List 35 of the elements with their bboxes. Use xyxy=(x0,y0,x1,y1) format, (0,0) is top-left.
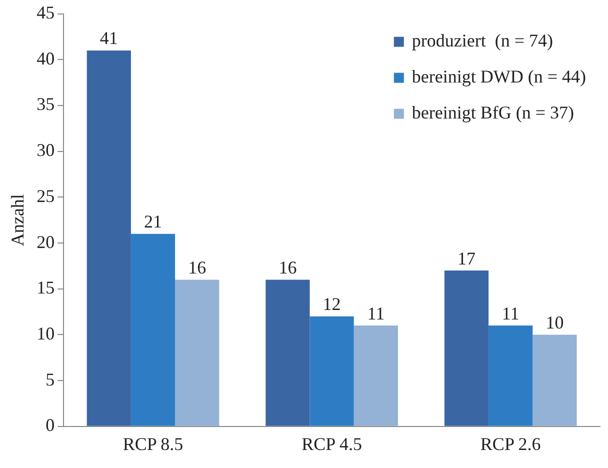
data-label: 16 xyxy=(278,257,297,278)
y-tick-label: 10 xyxy=(36,323,55,344)
y-tick-label: 30 xyxy=(36,140,55,160)
bar xyxy=(310,316,354,426)
bar xyxy=(488,326,533,426)
y-tick-label: 15 xyxy=(36,278,55,298)
y-tick-label: 5 xyxy=(46,369,55,390)
y-tick-label: 20 xyxy=(36,232,55,252)
y-tick-label: 0 xyxy=(46,415,55,436)
bar xyxy=(444,270,489,426)
legend-label: bereinigt DWD (n = 44) xyxy=(412,66,586,87)
x-tick-label: RCP 4.5 xyxy=(302,434,362,454)
data-label: 17 xyxy=(457,248,476,268)
bar xyxy=(354,326,398,426)
bar xyxy=(532,334,577,426)
data-label: 21 xyxy=(144,212,162,232)
data-label: 12 xyxy=(322,294,341,314)
bar xyxy=(130,234,176,426)
legend-label: produziert (n = 74) xyxy=(412,30,554,51)
y-tick-label: 35 xyxy=(36,94,55,114)
x-tick-label: RCP 8.5 xyxy=(122,434,184,454)
y-tick-label: 45 xyxy=(36,2,55,23)
y-tick-label: 40 xyxy=(36,48,55,68)
data-label: 11 xyxy=(367,303,385,324)
x-tick-label: RCP 2.6 xyxy=(480,434,541,454)
data-label: 41 xyxy=(100,28,118,48)
bar xyxy=(86,50,131,426)
data-label: 11 xyxy=(502,303,520,324)
legend-label: bereinigt BfG (n = 37) xyxy=(412,102,574,123)
y-axis-title: Anzahl xyxy=(8,194,28,246)
bar xyxy=(175,280,220,426)
y-tick-label: 25 xyxy=(36,186,55,206)
bar xyxy=(266,280,310,426)
data-label: 10 xyxy=(546,312,564,332)
data-label: 16 xyxy=(188,257,206,278)
